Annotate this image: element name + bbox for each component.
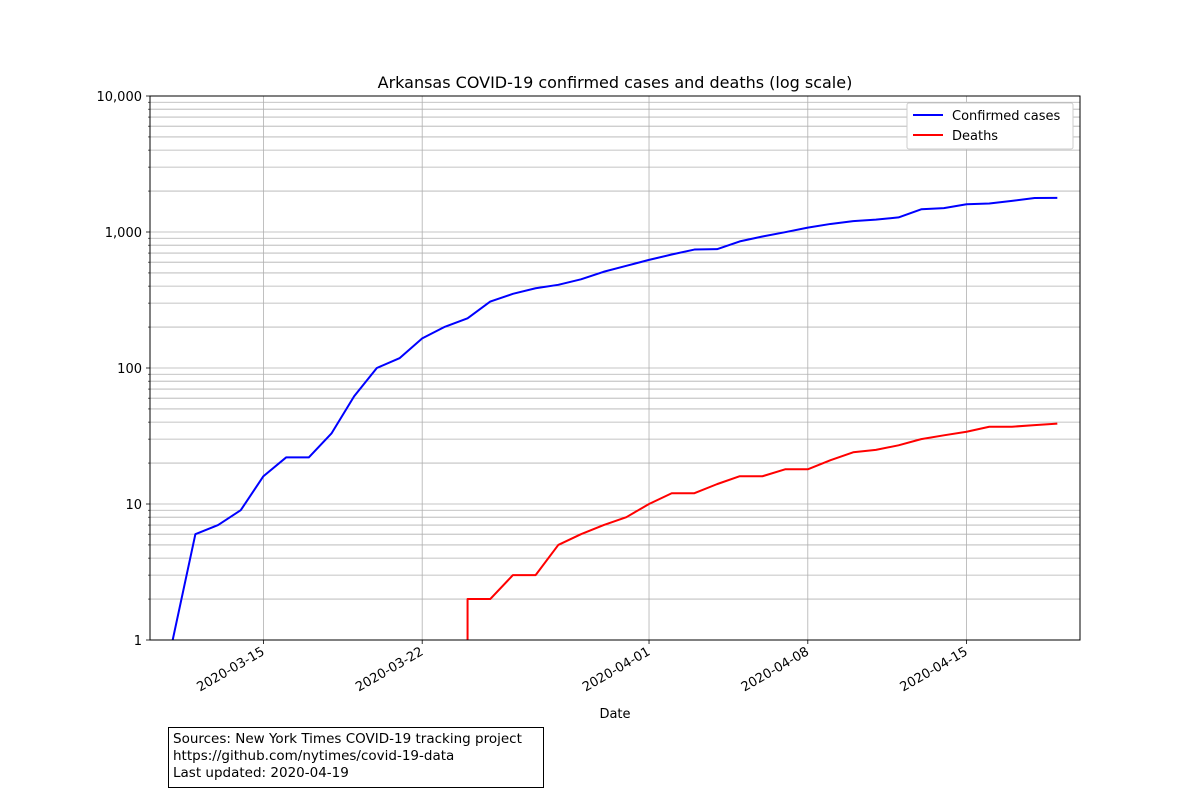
data-point-confirmed-cases <box>784 231 786 233</box>
x-tick-label: 2020-04-08 <box>739 644 812 695</box>
data-point-confirmed-cases <box>580 278 582 280</box>
data-point-deaths <box>988 426 990 428</box>
x-tick-label: 2020-04-15 <box>898 644 971 695</box>
data-point-confirmed-cases <box>194 533 196 535</box>
source-note-line-1: Sources: New York Times COVID-19 trackin… <box>173 731 522 747</box>
data-point-confirmed-cases <box>240 509 242 511</box>
legend-box <box>906 102 1074 150</box>
data-point-deaths <box>671 492 673 494</box>
data-point-confirmed-cases <box>1034 197 1036 199</box>
data-point-confirmed-cases <box>467 317 469 319</box>
series-line-confirmed-cases <box>171 196 1058 641</box>
data-point-deaths <box>535 574 537 576</box>
data-point-confirmed-cases <box>308 456 310 458</box>
data-point-confirmed-cases <box>807 227 809 229</box>
data-point-deaths <box>898 444 900 446</box>
data-point-deaths <box>852 451 854 453</box>
data-point-confirmed-cases <box>829 223 831 225</box>
data-point-deaths <box>716 483 718 485</box>
data-point-confirmed-cases <box>875 219 877 221</box>
data-point-confirmed-cases <box>353 395 355 397</box>
series-line-deaths <box>466 422 1058 640</box>
data-point-confirmed-cases <box>1011 200 1013 202</box>
y-tick-label: 10 <box>125 498 142 513</box>
data-point-confirmed-cases <box>716 248 718 250</box>
data-point-confirmed-cases <box>966 203 968 205</box>
data-point-deaths <box>1011 426 1013 428</box>
data-point-confirmed-cases <box>693 249 695 251</box>
data-point-confirmed-cases <box>535 287 537 289</box>
data-point-confirmed-cases <box>376 367 378 369</box>
data-point-confirmed-cases <box>898 216 900 218</box>
data-point-confirmed-cases <box>648 259 650 261</box>
data-point-confirmed-cases <box>1056 197 1058 199</box>
y-tick-label: 100 <box>117 362 142 377</box>
data-point-deaths <box>739 475 741 477</box>
x-tick-label: 2020-03-15 <box>194 644 267 695</box>
data-point-confirmed-cases <box>671 254 673 256</box>
data-point-confirmed-cases <box>761 235 763 237</box>
data-point-deaths <box>557 544 559 546</box>
data-point-deaths <box>807 468 809 470</box>
x-tick-label: 2020-03-22 <box>353 644 426 695</box>
series-layer <box>171 196 1058 641</box>
data-point-deaths <box>829 459 831 461</box>
data-point-deaths <box>693 492 695 494</box>
data-point-deaths <box>875 449 877 451</box>
data-point-confirmed-cases <box>852 220 854 222</box>
legend-label-deaths: Deaths <box>952 129 998 144</box>
source-note-box: Sources: New York Times COVID-19 trackin… <box>168 727 544 788</box>
data-point-deaths <box>966 431 968 433</box>
legend-label-confirmed: Confirmed cases <box>952 109 1061 124</box>
data-point-deaths <box>625 516 627 518</box>
data-point-deaths <box>943 434 945 436</box>
data-point-confirmed-cases <box>603 271 605 273</box>
data-point-deaths <box>920 438 922 440</box>
data-point-deaths <box>1034 424 1036 426</box>
data-point-confirmed-cases <box>920 208 922 210</box>
data-point-deaths <box>580 533 582 535</box>
data-point-confirmed-cases <box>739 240 741 242</box>
source-note-line-3: Last updated: 2020-04-19 <box>173 765 349 781</box>
data-point-deaths <box>784 468 786 470</box>
data-point-confirmed-cases <box>988 203 990 205</box>
data-point-confirmed-cases <box>285 456 287 458</box>
data-point-confirmed-cases <box>557 284 559 286</box>
chart-title: Arkansas COVID-19 confirmed cases and de… <box>378 73 853 92</box>
x-axis-label: Date <box>599 707 630 722</box>
data-point-deaths <box>603 524 605 526</box>
data-point-deaths <box>761 475 763 477</box>
data-point-confirmed-cases <box>217 524 219 526</box>
x-tick-label: 2020-04-01 <box>580 644 653 695</box>
data-point-deaths <box>512 574 514 576</box>
data-point-deaths <box>648 503 650 505</box>
data-point-deaths <box>1056 423 1058 425</box>
legend: Confirmed cases Deaths <box>906 102 1074 150</box>
data-point-confirmed-cases <box>262 475 264 477</box>
data-point-deaths <box>467 598 469 600</box>
data-point-confirmed-cases <box>444 326 446 328</box>
data-point-confirmed-cases <box>489 301 491 303</box>
y-tick-label: 1,000 <box>105 226 142 241</box>
data-point-confirmed-cases <box>421 337 423 339</box>
source-note-line-2: https://github.com/nytimes/covid-19-data <box>173 748 455 764</box>
data-point-confirmed-cases <box>330 432 332 434</box>
data-point-confirmed-cases <box>943 207 945 209</box>
y-tick-label: 10,000 <box>97 90 143 105</box>
grid-layer <box>150 96 1080 641</box>
data-point-confirmed-cases <box>512 293 514 295</box>
data-point-confirmed-cases <box>625 265 627 267</box>
data-point-confirmed-cases <box>399 357 401 359</box>
data-point-deaths <box>489 598 491 600</box>
y-tick-label: 1 <box>134 634 142 649</box>
tick-layer: 1 10 100 1,000 10,000 2020-03-15 2020-03-22 202… <box>97 90 971 695</box>
